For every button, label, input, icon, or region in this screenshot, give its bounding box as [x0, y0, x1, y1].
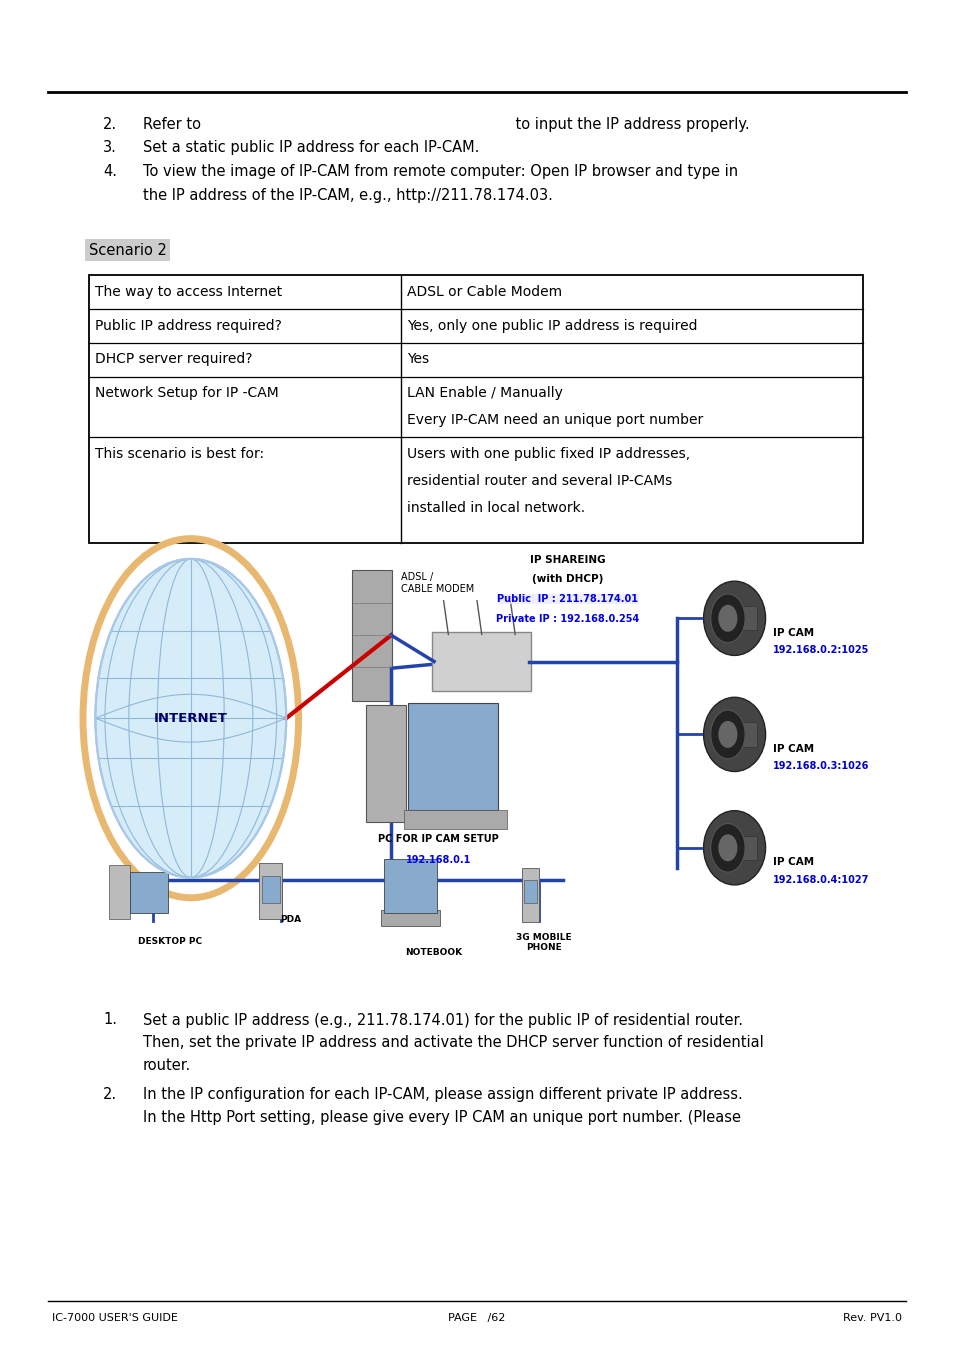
Bar — [89, 275, 862, 543]
Text: This scenario is best for:: This scenario is best for: — [95, 447, 264, 460]
Text: IP CAM: IP CAM — [772, 744, 813, 753]
Circle shape — [710, 594, 744, 643]
Text: IC-7000 USER'S GUIDE: IC-7000 USER'S GUIDE — [52, 1314, 178, 1323]
FancyBboxPatch shape — [523, 880, 537, 903]
FancyBboxPatch shape — [408, 703, 497, 810]
FancyBboxPatch shape — [521, 868, 538, 922]
Text: Scenario 2: Scenario 2 — [89, 243, 167, 258]
Text: DESKTOP PC: DESKTOP PC — [137, 937, 202, 946]
Ellipse shape — [702, 697, 764, 772]
Circle shape — [710, 710, 744, 759]
Circle shape — [718, 721, 737, 748]
Text: 192.168.0.4:1027: 192.168.0.4:1027 — [772, 875, 868, 884]
Text: router.: router. — [143, 1058, 192, 1073]
Text: ADSL /
CABLE MODEM: ADSL / CABLE MODEM — [400, 572, 474, 594]
Text: 2.: 2. — [103, 1087, 117, 1102]
Text: Set a static public IP address for each IP-CAM.: Set a static public IP address for each … — [143, 140, 479, 155]
Text: installed in local network.: installed in local network. — [407, 501, 585, 514]
Text: Set a public IP address (e.g., 211.78.174.01) for the public IP of residential r: Set a public IP address (e.g., 211.78.17… — [143, 1012, 742, 1027]
Text: Then, set the private IP address and activate the DHCP server function of reside: Then, set the private IP address and act… — [143, 1035, 763, 1050]
Text: PC FOR IP CAM SETUP: PC FOR IP CAM SETUP — [378, 834, 498, 844]
Text: INTERNET: INTERNET — [153, 711, 228, 725]
FancyBboxPatch shape — [130, 872, 168, 913]
Ellipse shape — [95, 559, 286, 878]
Text: Public  IP : 211.78.174.01: Public IP : 211.78.174.01 — [497, 594, 638, 603]
Text: PAGE   /62: PAGE /62 — [448, 1314, 505, 1323]
FancyBboxPatch shape — [109, 865, 130, 919]
Text: 192.168.0.1: 192.168.0.1 — [406, 855, 471, 864]
Ellipse shape — [702, 810, 764, 886]
Text: LAN Enable / Manually: LAN Enable / Manually — [407, 386, 562, 400]
FancyBboxPatch shape — [366, 705, 406, 822]
Ellipse shape — [95, 559, 286, 878]
FancyBboxPatch shape — [738, 836, 757, 860]
Text: 192.168.0.3:1026: 192.168.0.3:1026 — [772, 761, 868, 771]
Text: PDA: PDA — [280, 915, 301, 925]
Text: 192.168.0.2:1025: 192.168.0.2:1025 — [772, 645, 868, 655]
Text: NOTEBOOK: NOTEBOOK — [405, 948, 462, 957]
Text: Private IP : 192.168.0.254: Private IP : 192.168.0.254 — [496, 614, 639, 624]
Text: 3G MOBILE
PHONE: 3G MOBILE PHONE — [516, 933, 571, 952]
Text: DHCP server required?: DHCP server required? — [95, 352, 253, 366]
Circle shape — [718, 834, 737, 861]
Ellipse shape — [702, 580, 764, 656]
FancyBboxPatch shape — [738, 722, 757, 747]
FancyBboxPatch shape — [404, 810, 506, 829]
Text: In the Http Port setting, please give every IP CAM an unique port number. (Pleas: In the Http Port setting, please give ev… — [143, 1110, 740, 1125]
Text: 2.: 2. — [103, 117, 117, 132]
Text: the IP address of the IP-CAM, e.g., http://211.78.174.03.: the IP address of the IP-CAM, e.g., http… — [143, 188, 553, 202]
Text: Every IP-CAM need an unique port number: Every IP-CAM need an unique port number — [407, 413, 703, 427]
Text: Users with one public fixed IP addresses,: Users with one public fixed IP addresses… — [407, 447, 690, 460]
Text: 4.: 4. — [103, 165, 117, 180]
Text: IP SHAREING: IP SHAREING — [529, 555, 605, 564]
FancyBboxPatch shape — [259, 863, 282, 919]
Text: residential router and several IP-CAMs: residential router and several IP-CAMs — [407, 474, 672, 487]
FancyBboxPatch shape — [738, 606, 757, 630]
Text: 1.: 1. — [103, 1012, 117, 1027]
Text: IP CAM: IP CAM — [772, 857, 813, 867]
Text: Public IP address required?: Public IP address required? — [95, 319, 282, 332]
Circle shape — [718, 605, 737, 632]
Text: Yes, only one public IP address is required: Yes, only one public IP address is requi… — [407, 319, 698, 332]
Text: Refer to                                                                    to i: Refer to to i — [143, 117, 749, 132]
FancyBboxPatch shape — [262, 876, 279, 903]
FancyBboxPatch shape — [380, 910, 439, 926]
Text: IP CAM: IP CAM — [772, 628, 813, 637]
Text: In the IP configuration for each IP-CAM, please assign different private IP addr: In the IP configuration for each IP-CAM,… — [143, 1087, 742, 1102]
Text: Network Setup for IP -CAM: Network Setup for IP -CAM — [95, 386, 279, 400]
Circle shape — [710, 824, 744, 872]
FancyBboxPatch shape — [432, 632, 531, 691]
Text: The way to access Internet: The way to access Internet — [95, 285, 282, 298]
Text: To view the image of IP-CAM from remote computer: Open IP browser and type in: To view the image of IP-CAM from remote … — [143, 165, 738, 180]
Text: ADSL or Cable Modem: ADSL or Cable Modem — [407, 285, 562, 298]
FancyBboxPatch shape — [352, 570, 392, 701]
Text: Yes: Yes — [407, 352, 429, 366]
FancyBboxPatch shape — [383, 859, 436, 913]
Text: Rev. PV1.0: Rev. PV1.0 — [841, 1314, 901, 1323]
Text: (with DHCP): (with DHCP) — [532, 574, 602, 583]
Text: 3.: 3. — [103, 140, 117, 155]
